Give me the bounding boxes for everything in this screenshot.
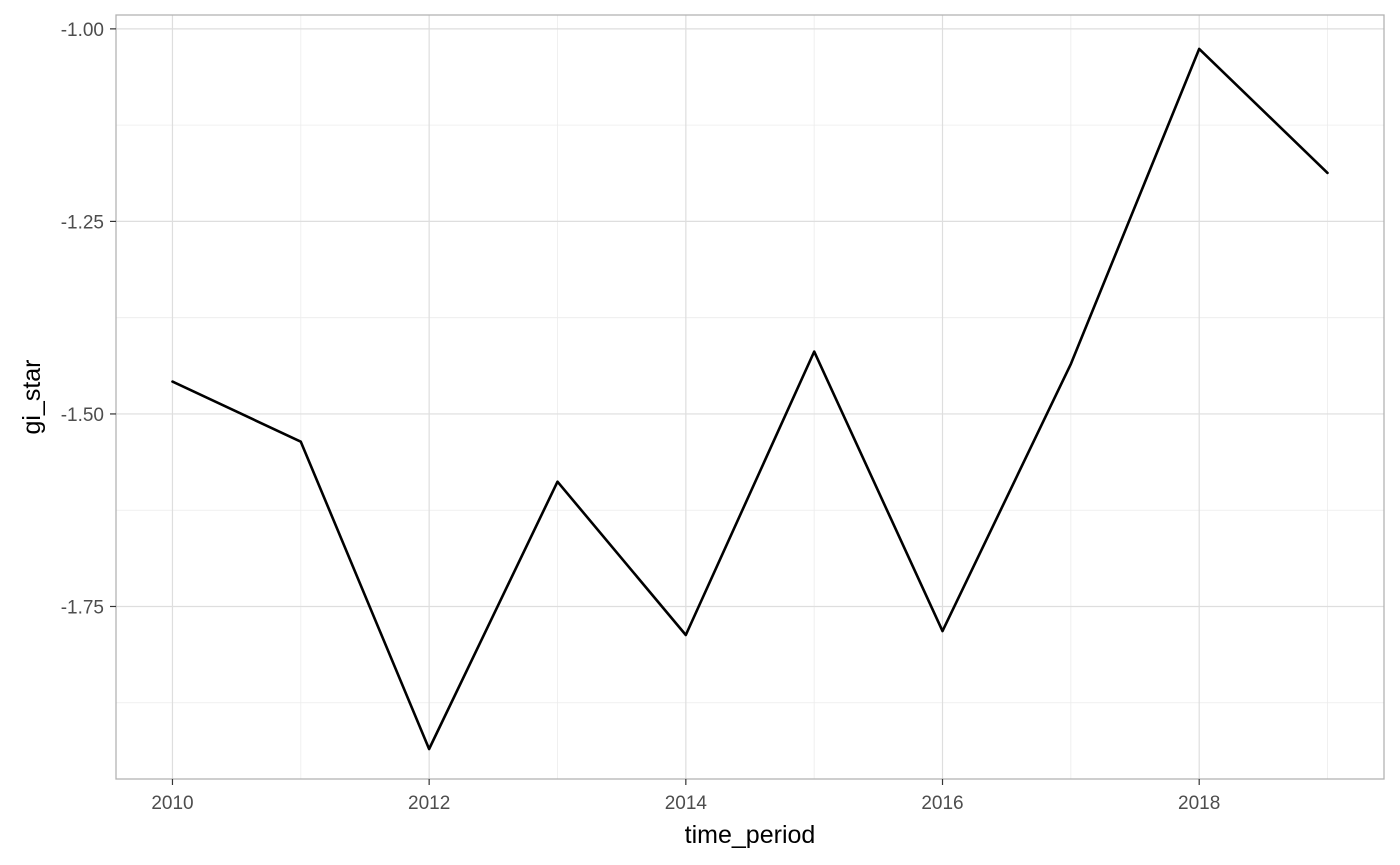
y-axis-title: gi_star <box>18 359 46 434</box>
axis-tick-labels: 2010 2012 2014 2016 2018 -1.00 -1.25 -1.50 -1.75 <box>61 20 1221 814</box>
axis-ticks <box>110 28 1200 785</box>
x-axis-title: time_period <box>685 821 816 849</box>
x-tick-label: 2014 <box>665 793 708 814</box>
series-layer <box>171 47 1329 751</box>
panel-border <box>115 14 1385 780</box>
x-tick-label: 2012 <box>408 793 450 814</box>
x-tick-label: 2010 <box>151 793 193 814</box>
minor-gridlines <box>116 15 1384 779</box>
major-gridlines <box>116 15 1384 779</box>
y-tick-label: -1.25 <box>61 212 104 233</box>
y-tick-label: -1.00 <box>61 20 104 41</box>
y-tick-label: -1.75 <box>61 597 104 618</box>
x-tick-label: 2018 <box>1178 793 1220 814</box>
series-line <box>171 47 1329 751</box>
x-tick-label: 2016 <box>921 793 963 814</box>
y-tick-label: -1.50 <box>61 405 104 426</box>
